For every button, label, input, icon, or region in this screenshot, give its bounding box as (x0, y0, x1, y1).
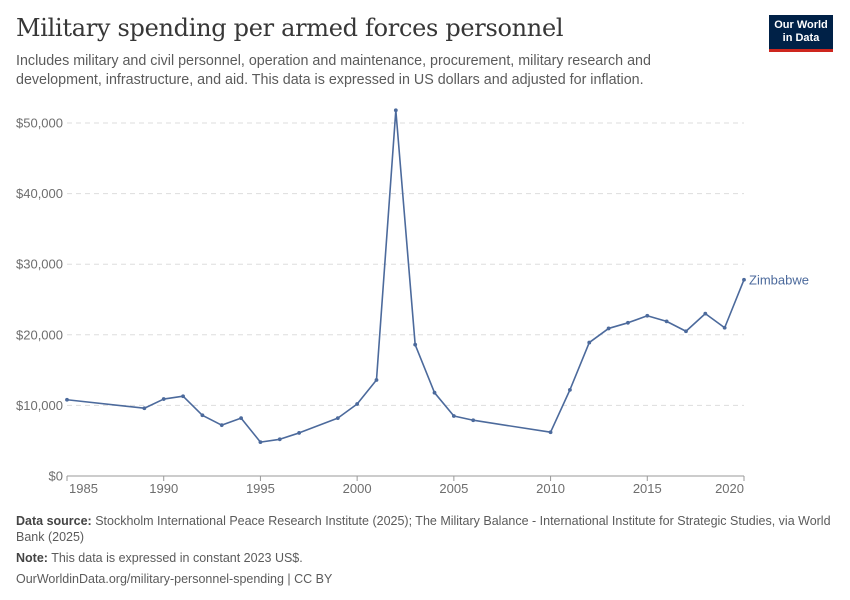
y-tick-label: $50,000 (16, 116, 63, 131)
data-source: Data source: Stockholm International Pea… (16, 513, 836, 545)
x-tick-label: 2005 (439, 481, 468, 496)
data-point (355, 402, 360, 406)
data-point (742, 277, 746, 282)
note-text: This data is expressed in constant 2023 … (51, 551, 303, 565)
series-line-zimbabwe (66, 109, 745, 443)
data-point (258, 440, 263, 445)
data-point (432, 390, 437, 395)
data-point (374, 378, 379, 382)
x-tick-label: 2000 (343, 481, 372, 496)
data-point (606, 326, 611, 331)
data-point (722, 325, 727, 330)
y-tick-label: $10,000 (16, 398, 63, 413)
source-text: Stockholm International Peace Research I… (16, 514, 831, 544)
y-tick-label: $0 (49, 469, 63, 484)
x-tick-label: 1995 (246, 481, 275, 496)
x-tick-label: 2015 (633, 481, 662, 496)
data-point (393, 108, 398, 113)
logo-text: Our World in Data (774, 19, 828, 44)
data-point (645, 313, 650, 318)
data-point (65, 397, 69, 402)
data-point (142, 406, 147, 411)
data-point (587, 340, 592, 345)
note: Note: This data is expressed in constant… (16, 550, 836, 566)
x-tick-label: 1990 (149, 481, 178, 496)
data-point (626, 320, 630, 325)
x-tick-label: 1985 (69, 481, 98, 496)
data-point (664, 319, 669, 324)
source-url[interactable]: OurWorldinData.org/military-personnel-sp… (16, 572, 333, 586)
owid-logo[interactable]: Our World in Data (769, 15, 833, 52)
data-point (239, 416, 243, 421)
data-point (181, 394, 185, 399)
data-point (471, 418, 476, 423)
y-tick-label: $20,000 (16, 327, 63, 342)
y-tick-label: $40,000 (16, 186, 63, 201)
data-point (703, 311, 708, 316)
data-point (684, 329, 688, 334)
chart-subtitle: Includes military and civil personnel, o… (16, 53, 651, 88)
data-point (413, 342, 418, 347)
data-point (219, 423, 224, 428)
data-point (451, 414, 456, 418)
data-point (200, 413, 205, 418)
data-point (335, 416, 340, 421)
chart-title: Military spending per armed forces perso… (16, 14, 564, 42)
x-tick-label: 2010 (536, 481, 565, 496)
data-point (548, 430, 553, 435)
footer: Data source: Stockholm International Pea… (16, 513, 836, 587)
data-point (277, 437, 282, 442)
note-label: Note: (16, 551, 48, 565)
series-label: Zimbabwe (749, 273, 809, 288)
data-point (297, 431, 302, 435)
data-point (161, 397, 166, 401)
x-tick-label: 2020 (715, 481, 744, 496)
source-label: Data source: (16, 514, 92, 528)
data-point (568, 387, 572, 392)
y-tick-label: $30,000 (16, 257, 63, 272)
